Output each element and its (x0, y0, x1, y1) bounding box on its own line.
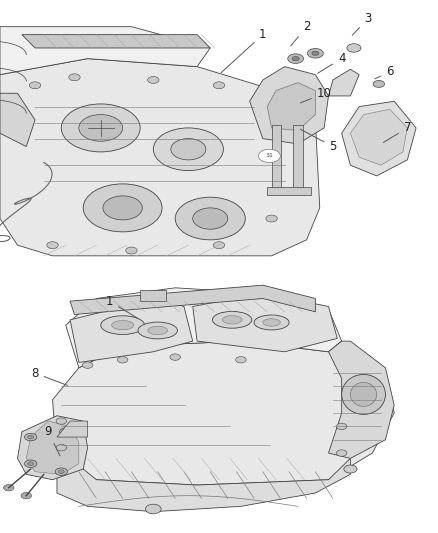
Circle shape (347, 44, 361, 52)
Circle shape (47, 242, 58, 248)
Bar (267, 187, 311, 195)
Text: 31: 31 (265, 154, 273, 158)
Circle shape (69, 74, 80, 80)
Circle shape (28, 435, 34, 439)
Polygon shape (26, 421, 79, 474)
Circle shape (117, 357, 128, 363)
Bar (140, 290, 166, 301)
Circle shape (61, 104, 140, 152)
Polygon shape (57, 421, 88, 437)
Circle shape (288, 54, 304, 63)
Circle shape (171, 139, 206, 160)
Circle shape (266, 215, 277, 222)
Polygon shape (342, 101, 416, 176)
Bar (272, 125, 281, 192)
Circle shape (307, 49, 323, 58)
Ellipse shape (148, 326, 167, 335)
Circle shape (344, 465, 357, 473)
Circle shape (213, 242, 225, 248)
Text: 3: 3 (352, 12, 371, 35)
Polygon shape (250, 67, 328, 144)
Polygon shape (328, 341, 394, 458)
Ellipse shape (223, 316, 242, 324)
Circle shape (170, 354, 180, 360)
Ellipse shape (254, 315, 289, 330)
Polygon shape (57, 458, 350, 512)
Circle shape (29, 82, 41, 88)
Circle shape (126, 247, 137, 254)
Circle shape (28, 462, 34, 466)
Circle shape (213, 82, 225, 88)
Circle shape (56, 418, 67, 424)
Circle shape (82, 362, 93, 368)
Circle shape (312, 51, 319, 55)
Polygon shape (66, 288, 342, 368)
Circle shape (153, 128, 223, 171)
Circle shape (63, 430, 69, 434)
Polygon shape (193, 293, 337, 352)
Ellipse shape (138, 322, 177, 339)
Text: 4: 4 (318, 52, 346, 73)
Circle shape (60, 428, 72, 435)
Circle shape (236, 357, 246, 363)
Circle shape (56, 445, 67, 451)
Polygon shape (18, 416, 88, 480)
Polygon shape (22, 35, 210, 48)
Polygon shape (350, 109, 407, 165)
Polygon shape (0, 59, 320, 256)
Bar (293, 125, 303, 192)
Text: 10: 10 (300, 87, 332, 103)
Circle shape (4, 484, 14, 491)
Circle shape (175, 197, 245, 240)
Ellipse shape (263, 319, 280, 326)
Polygon shape (267, 83, 315, 131)
Polygon shape (53, 341, 394, 485)
Circle shape (145, 504, 161, 514)
Circle shape (55, 468, 67, 475)
Circle shape (79, 115, 123, 141)
Text: 8: 8 (32, 367, 67, 385)
Text: 5: 5 (300, 129, 336, 153)
Text: 2: 2 (291, 20, 311, 46)
Polygon shape (328, 69, 359, 96)
Text: 1: 1 (106, 295, 138, 318)
Circle shape (103, 196, 142, 220)
Circle shape (25, 460, 37, 467)
Text: 9: 9 (44, 425, 60, 456)
Circle shape (148, 77, 159, 84)
Polygon shape (70, 298, 193, 362)
Ellipse shape (101, 316, 145, 335)
Ellipse shape (350, 383, 377, 406)
Circle shape (25, 433, 37, 441)
Circle shape (83, 184, 162, 232)
Text: 6: 6 (375, 66, 394, 79)
Circle shape (21, 492, 32, 499)
Text: 7: 7 (383, 122, 411, 142)
Polygon shape (0, 27, 210, 75)
Ellipse shape (212, 311, 252, 328)
Polygon shape (70, 285, 315, 314)
Polygon shape (0, 93, 35, 147)
Text: 1: 1 (221, 28, 267, 72)
Circle shape (336, 423, 347, 430)
Circle shape (292, 56, 299, 61)
Ellipse shape (112, 320, 134, 330)
Circle shape (373, 80, 385, 87)
Circle shape (58, 470, 64, 473)
Ellipse shape (342, 374, 385, 415)
Circle shape (258, 149, 280, 163)
Circle shape (193, 208, 228, 229)
Circle shape (336, 450, 347, 456)
